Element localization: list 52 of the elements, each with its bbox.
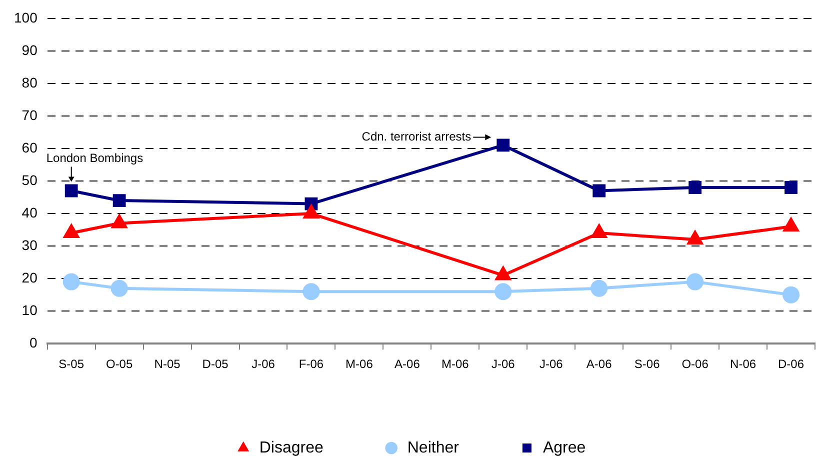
x-tick-label: D-06 (778, 357, 804, 372)
point (592, 184, 606, 198)
x-tick-label: A-06 (586, 357, 612, 372)
y-tick-label: 90 (22, 42, 38, 58)
y-tick-label: 40 (22, 204, 38, 220)
y-tick-label: 30 (22, 236, 38, 253)
point (496, 266, 511, 280)
legend-label: Disagree (259, 439, 324, 456)
x-tick-label: S-06 (634, 357, 660, 372)
y-tick-label: 100 (14, 9, 38, 26)
point (687, 231, 703, 245)
point (782, 286, 800, 304)
x-tick-label: S-05 (58, 357, 84, 372)
y-tick-label: 70 (22, 106, 38, 123)
y-tick-label: 80 (22, 74, 38, 90)
x-tick-label: M-06 (441, 357, 470, 372)
annotation: Cdn. terrorist arrests (362, 130, 472, 144)
point (302, 283, 320, 300)
point (686, 273, 704, 290)
point (494, 283, 512, 300)
x-tick-label: O-05 (106, 357, 133, 372)
x-tick-label: D-05 (202, 357, 229, 372)
legend-label: Neither (407, 439, 460, 456)
x-tick-label: O-06 (682, 357, 709, 372)
point (112, 194, 126, 207)
point (110, 280, 128, 297)
x-tick-label: J-06 (491, 357, 516, 372)
x-tick-label: M-06 (346, 357, 374, 372)
point (783, 218, 799, 232)
x-tick-label: A-06 (394, 357, 420, 372)
point (112, 214, 127, 228)
legend-label: Agree (542, 439, 586, 456)
point (496, 138, 510, 152)
x-tick-label: N-06 (730, 357, 756, 372)
y-tick-label: 50 (22, 172, 38, 188)
point (64, 224, 79, 238)
x-tick-label: N-05 (154, 357, 181, 372)
x-tick-label: J-06 (539, 357, 564, 372)
x-tick-label: F-06 (298, 357, 324, 372)
y-tick-label: 60 (22, 139, 38, 156)
point (688, 181, 702, 194)
point (64, 184, 78, 198)
point (590, 280, 608, 297)
annotation: London Bombings (46, 151, 144, 166)
y-tick-label: 10 (22, 302, 38, 318)
point (592, 224, 607, 238)
point (304, 205, 319, 219)
point (784, 181, 798, 194)
point (62, 273, 80, 290)
y-tick-label: 20 (22, 269, 38, 286)
y-tick-label: 0 (30, 334, 38, 350)
x-tick-label: J-06 (252, 357, 276, 372)
